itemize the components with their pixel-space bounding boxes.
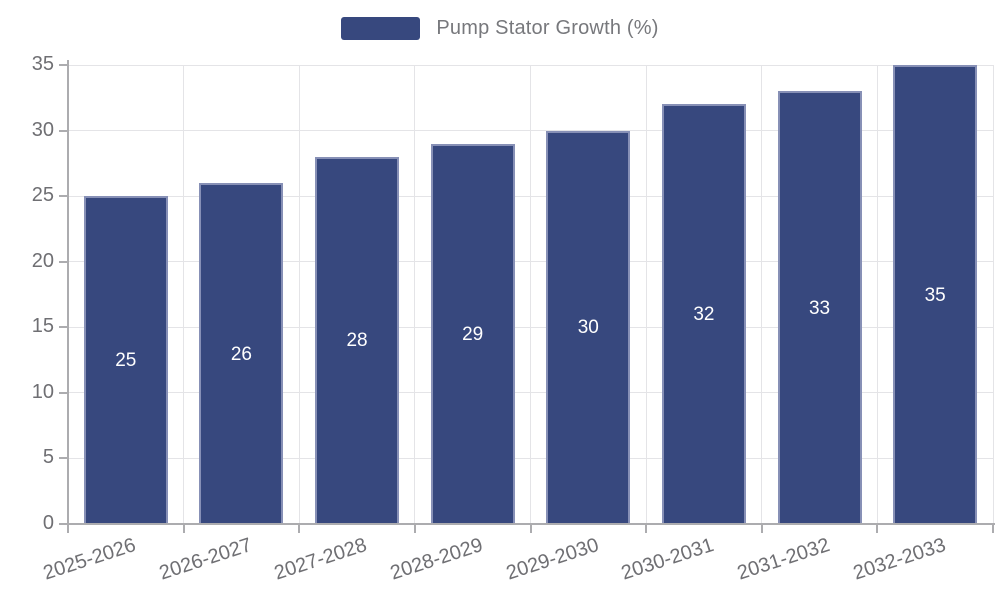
bar: 33: [777, 91, 862, 524]
gridline-vertical: [298, 65, 300, 524]
gridline-vertical: [183, 65, 185, 524]
gridline-vertical: [876, 65, 878, 524]
bar-value-label: 29: [462, 323, 484, 345]
x-tick-label: 2031-2032: [734, 534, 833, 585]
x-tick-label: 2029-2030: [503, 534, 602, 585]
y-tick-label: 0: [42, 512, 54, 535]
gridline-vertical: [992, 65, 994, 524]
bar-value-label: 33: [808, 297, 831, 319]
bar-value-label: 30: [577, 317, 599, 339]
y-axis-tick-mark: [59, 523, 68, 525]
bar: 32: [661, 104, 746, 524]
bar: 29: [430, 143, 515, 524]
gridline-vertical: [414, 65, 416, 524]
y-axis-tick-mark: [59, 195, 68, 198]
x-axis-tick-mark: [645, 524, 648, 533]
x-tick-label: 2027-2028: [272, 534, 370, 585]
y-axis-tick-mark: [59, 260, 68, 263]
bar: 25: [83, 196, 168, 524]
x-axis-tick-mark: [992, 524, 994, 533]
bar: 35: [893, 65, 978, 524]
y-axis-line: [67, 60, 69, 524]
x-tick-label: 2032-2033: [850, 534, 948, 585]
x-axis-tick-mark: [298, 524, 301, 533]
bar-value-label: 26: [230, 343, 252, 365]
x-axis-tick-mark: [760, 524, 763, 533]
bar: 26: [199, 183, 284, 524]
y-axis-tick-mark: [59, 391, 68, 394]
x-tick-label: 2030-2031: [618, 534, 717, 585]
y-tick-label: 10: [31, 380, 54, 403]
x-tick-label: 2026-2027: [156, 534, 255, 585]
x-axis-tick-mark: [529, 524, 532, 533]
bar: 28: [315, 156, 400, 524]
bar-value-label: 28: [346, 330, 368, 352]
gridline-vertical: [530, 65, 531, 524]
legend-series-label: Pump Stator Growth (%): [436, 17, 659, 39]
y-axis-tick-mark: [59, 129, 68, 132]
y-tick-label: 20: [31, 249, 54, 272]
x-tick-label: 2025-2026: [40, 534, 139, 585]
y-axis-tick-mark: [59, 64, 68, 66]
y-tick-label: 35: [31, 53, 54, 76]
x-axis-tick-mark: [413, 524, 416, 533]
gridline-vertical: [761, 65, 763, 524]
y-axis-tick-mark: [59, 457, 68, 460]
chart-legend[interactable]: Pump Stator Growth (%): [0, 17, 1000, 40]
bar-value-label: 35: [924, 284, 946, 306]
x-axis-tick-mark: [182, 524, 185, 533]
bar-value-label: 25: [115, 350, 137, 372]
x-axis-line: [68, 523, 995, 525]
y-tick-label: 15: [31, 315, 54, 338]
gridline-vertical: [645, 65, 647, 524]
y-tick-label: 30: [31, 118, 54, 141]
legend-swatch-icon: [341, 17, 421, 40]
x-tick-label: 2028-2029: [387, 534, 486, 585]
y-tick-label: 5: [42, 446, 54, 469]
x-axis-tick-mark: [67, 524, 69, 533]
y-axis-tick-mark: [59, 326, 68, 329]
y-tick-label: 25: [31, 184, 54, 207]
bar: 30: [546, 130, 631, 524]
x-axis-tick-mark: [876, 524, 879, 533]
bar-value-label: 32: [693, 304, 715, 326]
